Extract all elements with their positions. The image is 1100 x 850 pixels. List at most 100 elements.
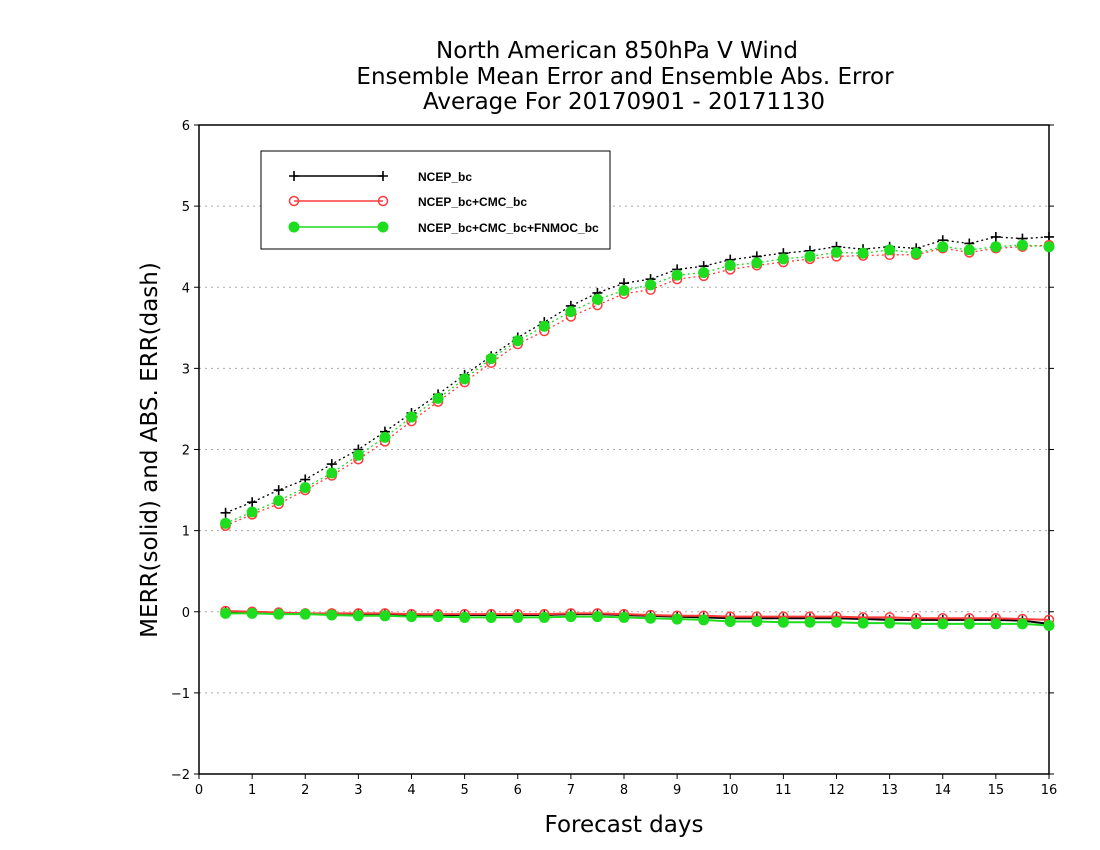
y-tick-label: 2 — [182, 444, 190, 459]
data-point-filled-circle — [459, 611, 471, 623]
data-point-filled-circle — [246, 607, 258, 619]
data-point-filled-circle — [565, 306, 577, 318]
x-tick-label: 13 — [881, 783, 898, 798]
data-point-filled-circle — [288, 221, 300, 233]
data-point-filled-circle — [963, 618, 975, 630]
data-point-open-circle — [288, 195, 300, 207]
series-ncep-bc-cmc-bc — [220, 239, 1055, 626]
data-point-filled-circle — [618, 284, 630, 296]
data-point-filled-circle — [671, 613, 683, 625]
chart-subtitle: Ensemble Mean Error and Ensemble Abs. Er… — [356, 64, 894, 90]
data-point-filled-circle — [299, 608, 311, 620]
data-point-plus — [990, 231, 1001, 242]
data-point-filled-circle — [326, 467, 338, 479]
chart-title: North American 850hPa V Wind — [436, 38, 798, 64]
series-ncep-bc-cmc-bc-fnmoc-bc — [220, 239, 1055, 632]
data-point-filled-circle — [538, 611, 550, 623]
x-tick-label: 10 — [722, 783, 739, 798]
data-point-filled-circle — [220, 607, 232, 619]
legend-item: NCEP_bc+CMC_bc — [288, 195, 527, 209]
data-point-filled-circle — [645, 612, 657, 624]
series-layer — [220, 231, 1055, 632]
x-tick-label: 12 — [828, 783, 845, 798]
y-tick-label: 4 — [182, 281, 190, 296]
data-point-plus — [273, 485, 284, 496]
x-tick-label: 0 — [195, 783, 203, 798]
data-point-filled-circle — [352, 449, 364, 461]
data-point-filled-circle — [565, 611, 577, 623]
data-point-filled-circle — [377, 221, 389, 233]
data-point-filled-circle — [724, 259, 736, 271]
data-point-plus — [326, 459, 337, 470]
x-tick-label: 1 — [248, 783, 256, 798]
data-point-filled-circle — [804, 250, 816, 262]
data-point-filled-circle — [777, 253, 789, 265]
data-point-filled-circle — [220, 517, 232, 529]
data-point-filled-circle — [937, 618, 949, 630]
data-point-filled-circle — [246, 506, 258, 518]
x-tick-label: 6 — [514, 783, 522, 798]
data-point-filled-circle — [857, 617, 869, 629]
x-tick-label: 15 — [988, 783, 1005, 798]
y-tick-label: 0 — [182, 606, 190, 621]
data-point-plus — [220, 507, 231, 518]
data-point-filled-circle — [485, 353, 497, 365]
legend-box — [260, 150, 611, 250]
data-point-filled-circle — [273, 608, 285, 620]
data-point-filled-circle — [990, 241, 1002, 253]
data-point-filled-circle — [671, 269, 683, 281]
chart-date-range: Average For 20170901 - 20171130 — [423, 89, 825, 115]
data-point-filled-circle — [538, 320, 550, 332]
data-point-filled-circle — [379, 431, 391, 443]
legend-label: NCEP_bc — [418, 170, 472, 184]
data-point-filled-circle — [910, 618, 922, 630]
data-point-filled-circle — [831, 246, 842, 258]
abs-error-line — [225, 236, 1050, 514]
legend-item: NCEP_bc+CMC_bc+FNMOC_bc — [288, 221, 599, 235]
x-tick-label: 3 — [354, 783, 362, 798]
y-tick-label: 6 — [182, 119, 190, 134]
data-point-filled-circle — [512, 611, 524, 623]
x-tick-label: 4 — [407, 783, 415, 798]
data-point-plus — [289, 171, 299, 181]
data-point-filled-circle — [724, 615, 736, 627]
data-point-filled-circle — [857, 247, 869, 259]
data-point-filled-circle — [963, 244, 975, 256]
data-point-filled-circle — [937, 241, 949, 253]
data-point-filled-circle — [512, 335, 524, 347]
data-point-filled-circle — [804, 616, 816, 628]
y-tick-label: 5 — [182, 200, 190, 215]
data-point-filled-circle — [591, 293, 603, 305]
data-point-filled-circle — [698, 267, 710, 279]
data-point-filled-circle — [379, 610, 391, 622]
data-point-filled-circle — [884, 244, 896, 256]
legend-label: NCEP_bc+CMC_bc — [418, 195, 527, 209]
data-point-filled-circle — [831, 616, 842, 628]
data-point-filled-circle — [485, 611, 497, 623]
x-tick-label: 16 — [1041, 783, 1058, 798]
data-point-filled-circle — [326, 609, 338, 621]
data-point-filled-circle — [432, 392, 444, 404]
y-tick-label: 1 — [182, 525, 190, 540]
y-axis-title: MERR(solid) and ABS. ERR(dash) — [137, 262, 163, 638]
grid — [199, 205, 1049, 694]
data-point-filled-circle — [406, 411, 417, 423]
data-point-filled-circle — [698, 614, 710, 626]
data-point-filled-circle — [1043, 241, 1055, 253]
data-point-filled-circle — [990, 618, 1002, 630]
data-point-filled-circle — [406, 611, 417, 623]
x-tick-label: 9 — [673, 783, 681, 798]
y-tick-label: −2 — [171, 768, 190, 783]
legend: NCEP_bc NCEP_bc+CMC_bc NCEP_bc+CMC_bc+FNMO… — [260, 150, 611, 250]
legend-item: NCEP_bc — [289, 170, 472, 184]
data-point-plus — [247, 497, 258, 508]
data-point-filled-circle — [1016, 239, 1028, 251]
x-tick-label: 14 — [934, 783, 951, 798]
data-point-open-circle — [377, 195, 389, 207]
data-point-filled-circle — [910, 247, 922, 259]
data-point-filled-circle — [751, 615, 763, 627]
data-point-plus — [378, 171, 388, 181]
x-tick-label: 2 — [301, 783, 309, 798]
